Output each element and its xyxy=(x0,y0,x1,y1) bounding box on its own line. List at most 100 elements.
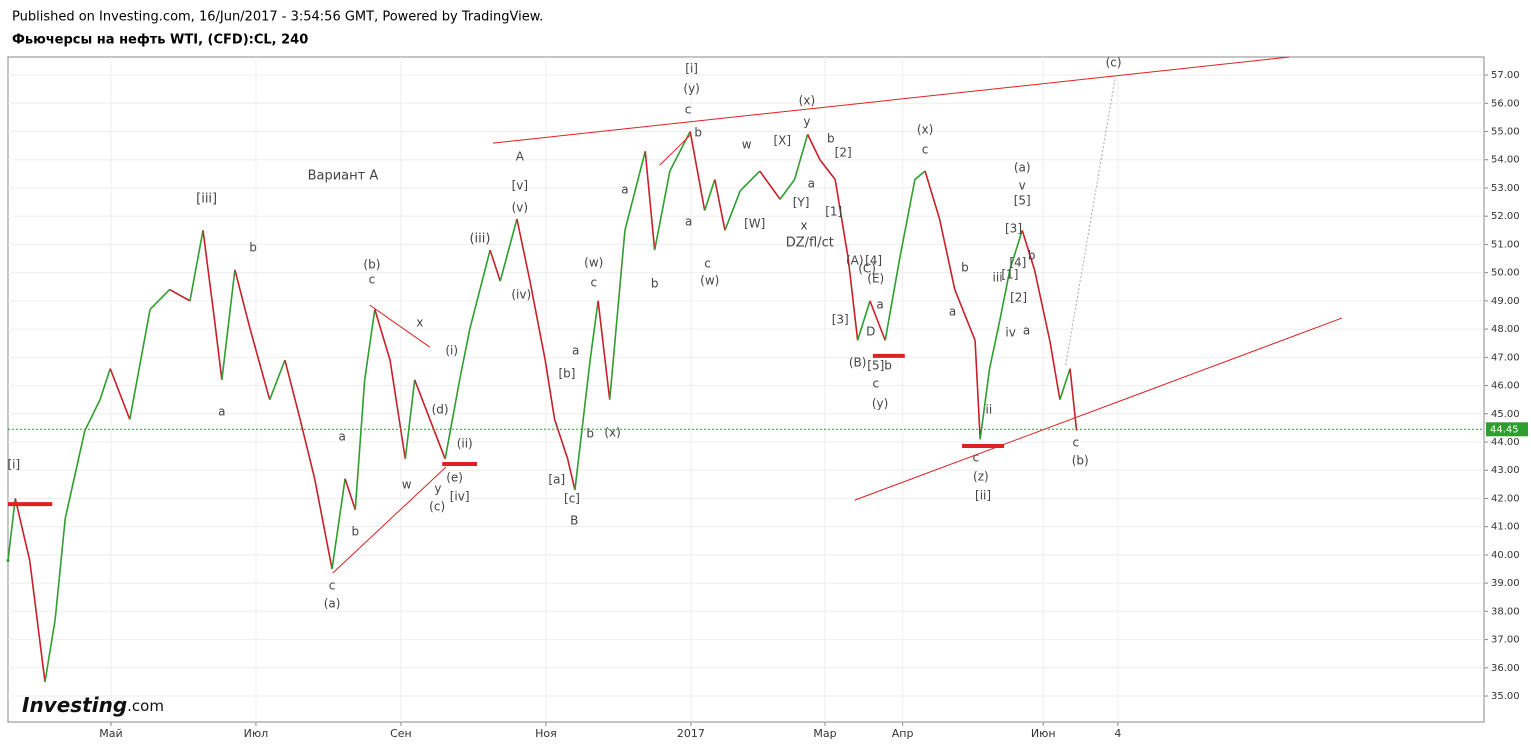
y-tick-label: 42.00 xyxy=(1491,493,1520,504)
wave-label: [c] xyxy=(564,492,580,506)
wave-label: a xyxy=(218,405,225,419)
wave-label: x xyxy=(800,219,807,233)
y-tick-label: 48.00 xyxy=(1491,324,1520,335)
wave-label: a xyxy=(621,182,628,196)
wave-label: b xyxy=(827,132,835,146)
price-segment xyxy=(284,359,301,420)
wave-label: B xyxy=(570,514,578,528)
wave-label: [1] xyxy=(825,204,842,218)
price-segment xyxy=(202,230,216,321)
wave-label: iv xyxy=(1005,326,1015,340)
y-tick-label: 45.00 xyxy=(1491,409,1520,420)
price-segment xyxy=(703,179,716,211)
y-tick-label: 49.00 xyxy=(1491,296,1520,307)
wave-label: (C) xyxy=(858,261,876,275)
price-segment xyxy=(1009,230,1023,271)
wave-label: x xyxy=(416,316,423,330)
wave-label: w xyxy=(402,477,412,491)
price-segment xyxy=(354,379,366,510)
price-segment xyxy=(429,419,446,460)
wave-label: c xyxy=(329,578,336,592)
wave-label: (E) xyxy=(867,272,884,286)
wave-label: (a) xyxy=(1014,160,1031,174)
y-tick-label: 36.00 xyxy=(1491,663,1520,674)
wave-label: b xyxy=(586,427,594,441)
price-segment xyxy=(793,134,809,180)
wave-label: (A) xyxy=(846,254,864,268)
x-tick-label: Май xyxy=(99,727,122,740)
wave-label: c xyxy=(922,143,929,157)
wave-label: [3] xyxy=(1005,222,1022,236)
price-segment xyxy=(169,288,191,302)
wave-label: [iii] xyxy=(196,191,217,206)
wave-label: (c) xyxy=(1106,55,1122,69)
price-segment xyxy=(608,230,626,400)
x-tick-label: Сен xyxy=(390,727,412,740)
price-segment xyxy=(819,159,836,180)
price-segment xyxy=(566,458,576,491)
wave-label: (B) xyxy=(849,355,867,369)
x-tick-label: Апр xyxy=(892,727,914,740)
wave-label: a xyxy=(339,429,346,443)
wave-label: (i) xyxy=(445,344,458,358)
wave-label: (y) xyxy=(872,396,888,410)
price-segment xyxy=(974,340,981,440)
price-segment xyxy=(469,249,491,330)
symbol-title: Фьючерсы на нефть WTI, (CFD):CL, 240 xyxy=(12,33,308,48)
wave-label: a xyxy=(808,177,815,191)
y-tick-label: 38.00 xyxy=(1491,606,1520,617)
x-tick-label: 4 xyxy=(1114,727,1121,740)
x-tick-label: Ноя xyxy=(535,727,557,740)
logo: Investing.com xyxy=(22,693,164,717)
wave-label: y xyxy=(434,482,441,496)
price-segment xyxy=(129,309,151,420)
wave-label: iii xyxy=(993,271,1003,285)
wave-label: (x) xyxy=(799,94,815,108)
wave-label: (w) xyxy=(584,256,603,270)
y-tick-label: 43.00 xyxy=(1491,465,1520,476)
wave-label: [5] xyxy=(1014,193,1031,207)
wave-label: [X] xyxy=(773,134,791,148)
trend-line xyxy=(369,304,431,348)
price-segment xyxy=(489,249,502,282)
trend-line xyxy=(332,466,447,574)
wave-label: (x) xyxy=(917,123,933,137)
wave-label: b xyxy=(1028,248,1036,262)
y-tick-label: 51.00 xyxy=(1491,239,1520,250)
wave-label: [ii] xyxy=(975,488,991,502)
y-tick-label: 57.00 xyxy=(1491,70,1520,81)
wave-label: (d) xyxy=(432,403,449,417)
price-segment xyxy=(149,289,171,310)
last-price-box xyxy=(1486,422,1528,437)
wave-label: (ii) xyxy=(457,436,473,450)
price-segment xyxy=(363,309,376,381)
price-segment xyxy=(28,560,46,683)
price-segment xyxy=(847,258,859,341)
y-tick-label: 46.00 xyxy=(1491,381,1520,392)
wave-label: v xyxy=(1019,178,1026,192)
x-tick-label: Июн xyxy=(1031,727,1056,740)
price-segment xyxy=(938,218,956,290)
wave-label: Вариант А xyxy=(308,169,379,184)
wave-label: a xyxy=(685,215,692,229)
y-tick-label: 37.00 xyxy=(1491,635,1520,646)
price-segment xyxy=(856,300,871,341)
price-segment xyxy=(404,379,416,460)
price-segment xyxy=(544,360,556,420)
price-segment xyxy=(669,131,691,172)
logo-brand: Investing xyxy=(22,693,127,717)
wave-label: a xyxy=(876,298,883,312)
price-segment xyxy=(213,320,223,381)
wave-label: b xyxy=(249,241,257,255)
wave-label: [4] xyxy=(1009,256,1026,270)
x-tick-label: Июл xyxy=(244,727,269,740)
price-segment xyxy=(914,170,926,181)
wave-label: (c) xyxy=(429,499,445,513)
price-segment xyxy=(779,179,796,200)
price-segment xyxy=(44,619,56,683)
plot-frame xyxy=(7,56,1485,723)
wave-label: (iv) xyxy=(511,287,531,301)
wave-label: (v) xyxy=(512,201,528,215)
wave-label: y xyxy=(803,114,810,128)
